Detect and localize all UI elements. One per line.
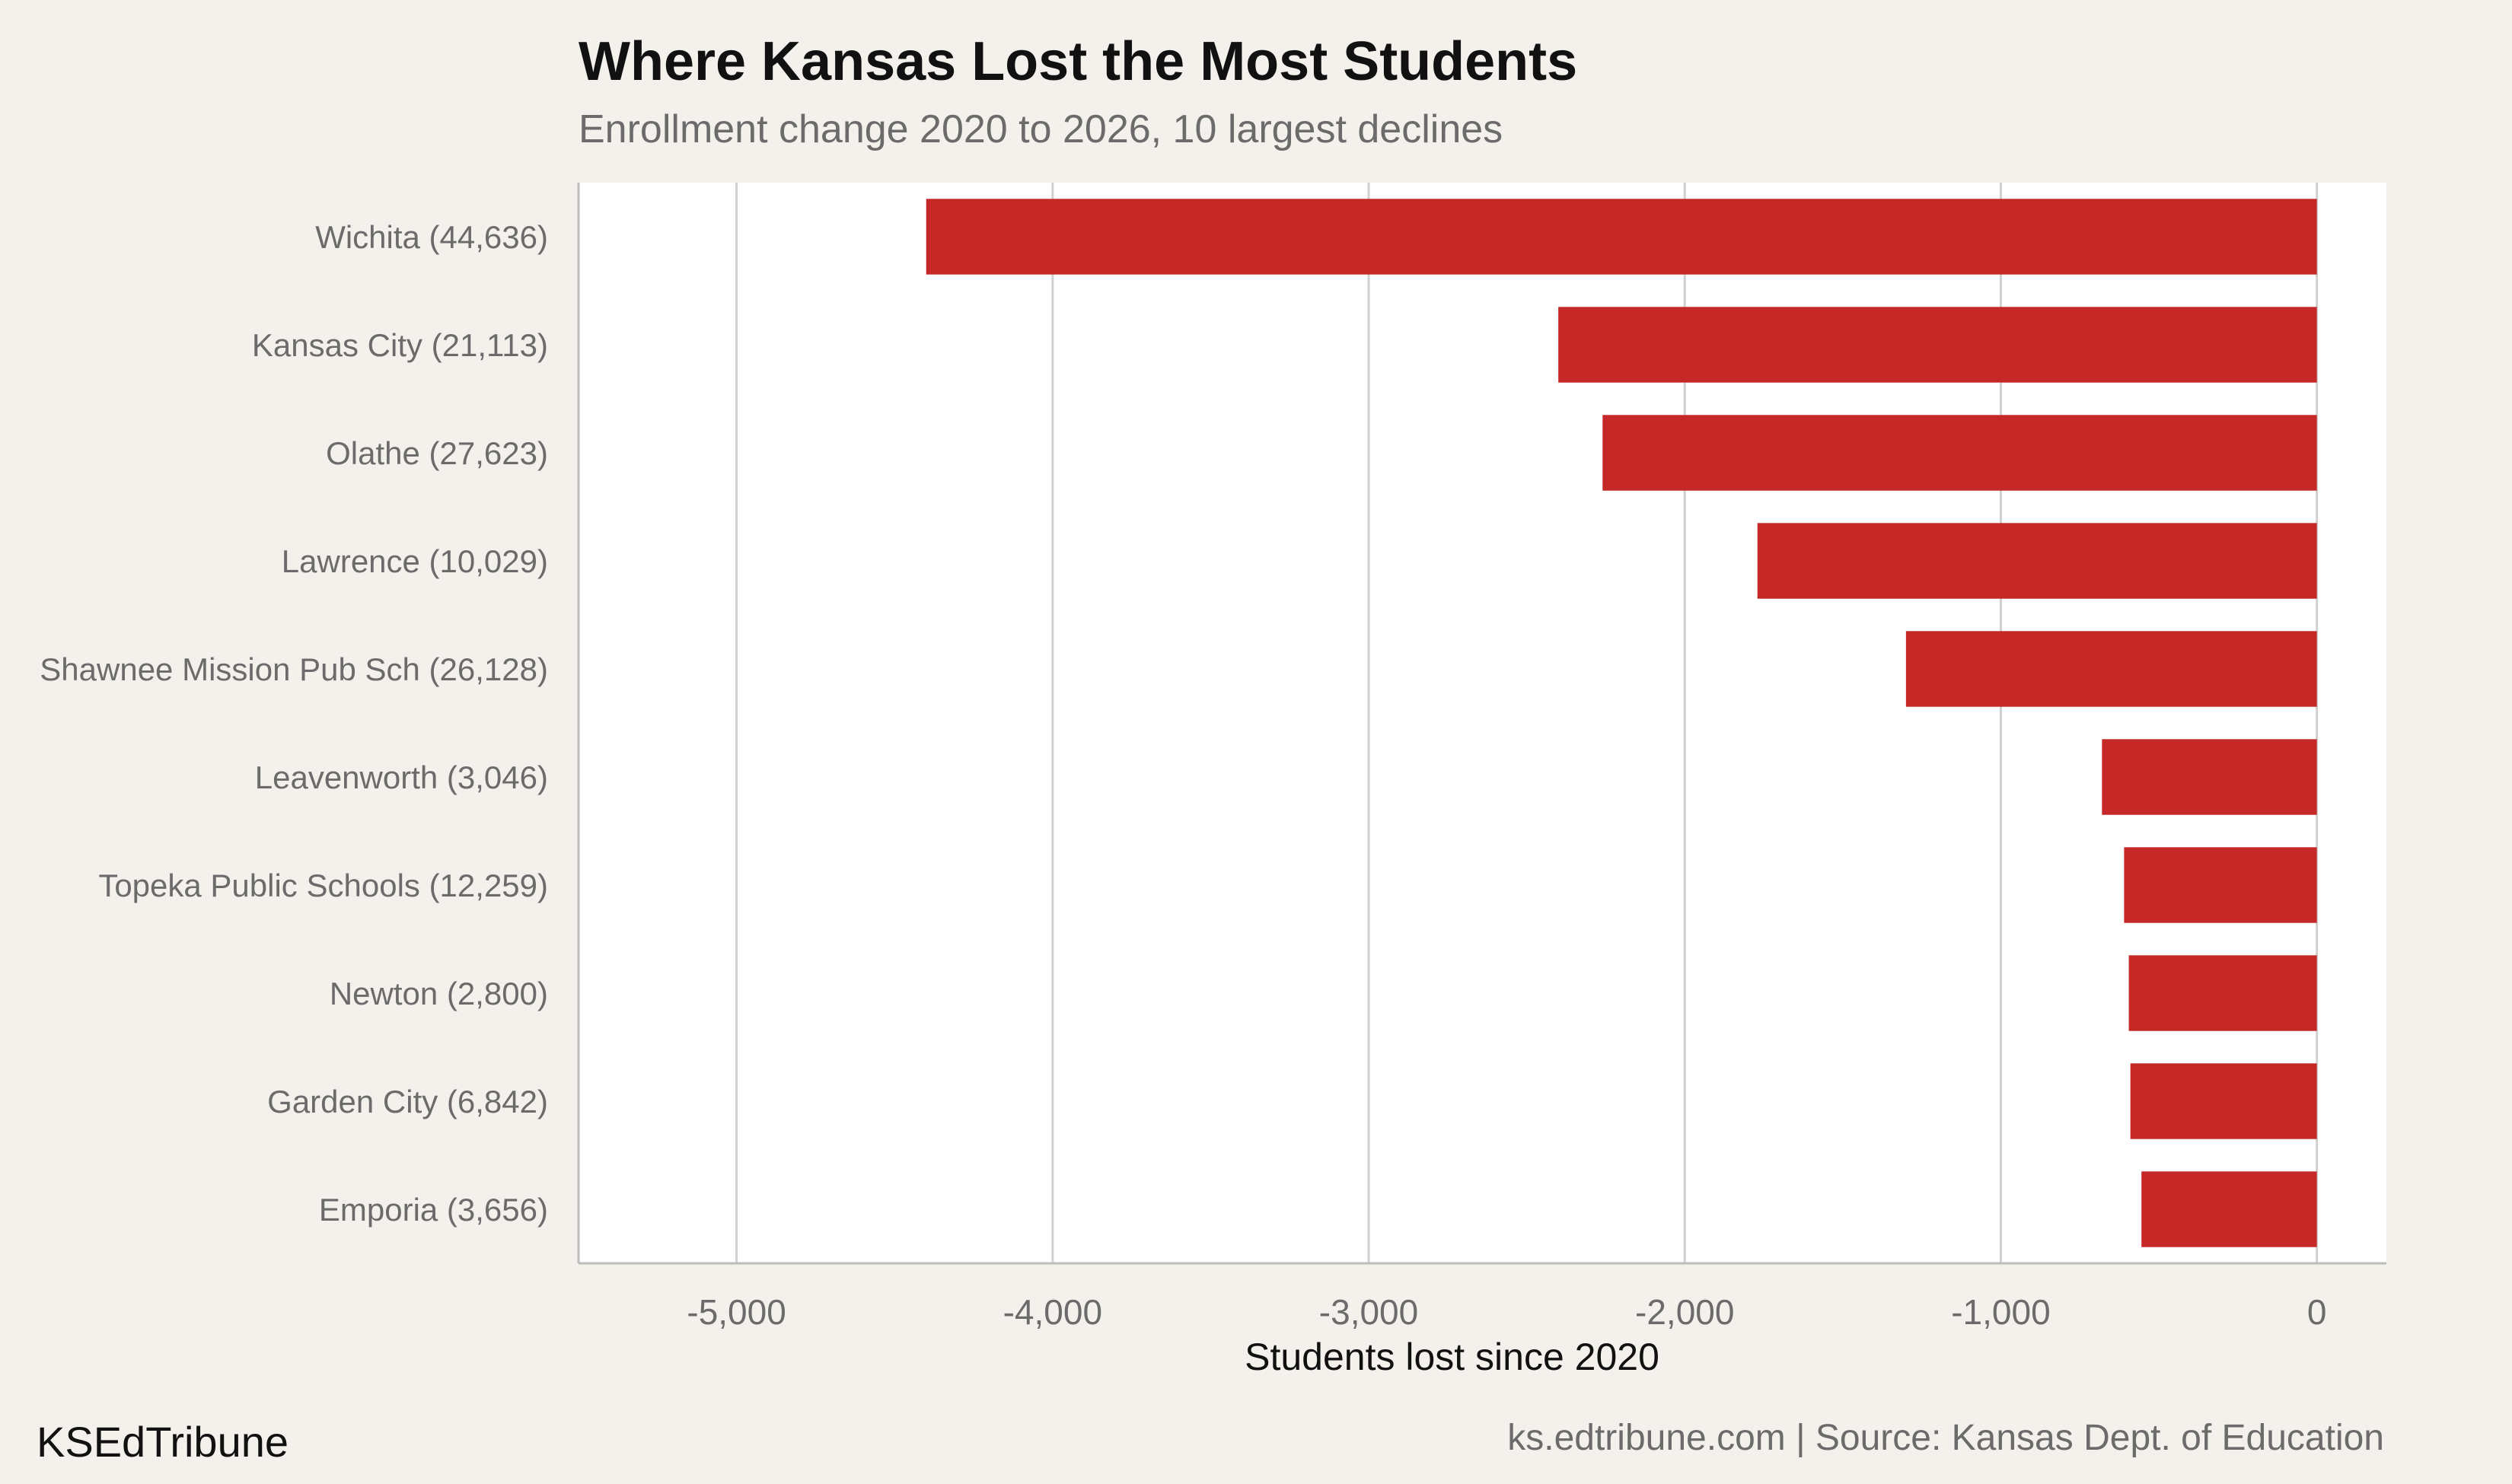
bar — [2128, 955, 2317, 1031]
x-tick-label: -1,000 — [1951, 1292, 2050, 1332]
category-label: Shawnee Mission Pub Sch (26,128) — [40, 651, 548, 687]
chart-title: Where Kansas Lost the Most Students — [579, 31, 1578, 92]
category-label: Leavenworth (3,046) — [255, 760, 548, 795]
x-tick-label: -5,000 — [687, 1292, 786, 1332]
bar — [1602, 415, 2317, 491]
category-label: Lawrence (10,029) — [282, 543, 548, 579]
x-axis-label: Students lost since 2020 — [1245, 1336, 1659, 1378]
bars — [926, 199, 2317, 1247]
category-label: Wichita (44,636) — [315, 219, 548, 255]
category-label: Olathe (27,623) — [326, 435, 548, 471]
category-label: Garden City (6,842) — [267, 1084, 548, 1119]
bar — [1558, 307, 2317, 383]
bar — [1905, 631, 2317, 707]
y-category-labels: Wichita (44,636) Kansas City (21,113) Olat… — [40, 219, 548, 1228]
brand-logo-text: KSEdTribune — [37, 1418, 288, 1466]
bar — [2130, 1063, 2317, 1139]
category-label: Newton (2,800) — [330, 976, 548, 1011]
x-tick-label: -2,000 — [1635, 1292, 1734, 1332]
bar — [1757, 523, 2317, 599]
source-credit: ks.edtribune.com | Source: Kansas Dept. … — [1507, 1418, 2384, 1458]
bar — [926, 199, 2317, 275]
x-tick-label: -3,000 — [1319, 1292, 1418, 1332]
category-label: Topeka Public Schools (12,259) — [98, 868, 548, 903]
chart-subtitle: Enrollment change 2020 to 2026, 10 large… — [579, 107, 1503, 151]
bar — [2102, 739, 2317, 815]
bar — [2141, 1171, 2317, 1247]
x-tick-label: 0 — [2307, 1292, 2327, 1332]
category-label: Emporia (3,656) — [319, 1192, 548, 1228]
bar — [2124, 847, 2317, 923]
x-tick-label: -4,000 — [1003, 1292, 1102, 1332]
x-tick-labels: -5,000 -4,000 -3,000 -2,000 -1,000 0 — [687, 1292, 2326, 1332]
category-label: Kansas City (21,113) — [252, 327, 548, 363]
